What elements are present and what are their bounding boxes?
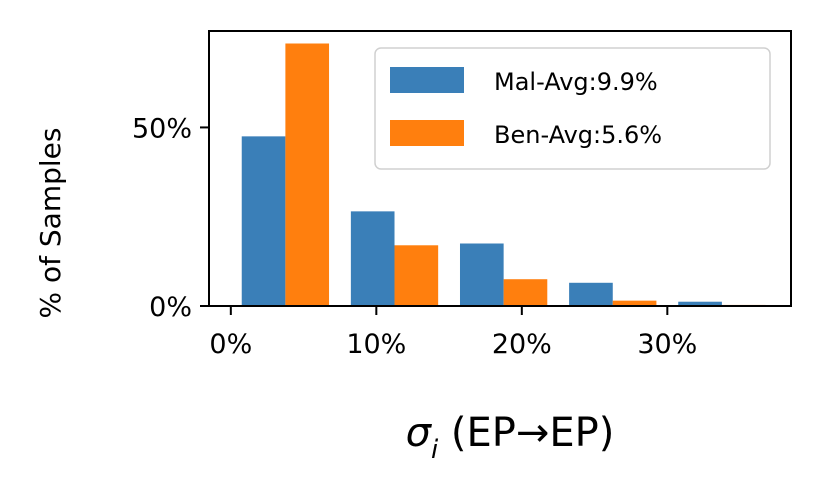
- y-axis-ticks: 0% 50%: [132, 113, 209, 323]
- bar-mal-3: [569, 282, 613, 306]
- y-axis-label: % of Samples: [34, 128, 67, 319]
- x-tick-label: 10%: [346, 329, 406, 360]
- bar-ben-1: [394, 245, 439, 306]
- x-tick-label: 30%: [637, 329, 697, 360]
- x-axis-label-rest: (EP→EP): [438, 410, 614, 456]
- bar-ben-2: [503, 279, 548, 306]
- legend-label-ben: Ben-Avg:5.6%: [494, 121, 662, 149]
- bar-mal-1: [350, 211, 395, 306]
- bar-ben-0: [285, 43, 330, 306]
- y-tick-label: 50%: [132, 113, 192, 144]
- x-axis-label-symbol: σ: [406, 410, 433, 456]
- legend-label-mal: Mal-Avg:9.9%: [494, 68, 658, 96]
- bar-mal-2: [459, 243, 504, 306]
- x-tick-label: 20%: [492, 329, 552, 360]
- x-axis-label: σi (EP→EP): [406, 410, 615, 465]
- bars-layer: [241, 43, 766, 306]
- legend: Mal-Avg:9.9% Ben-Avg:5.6%: [374, 47, 771, 170]
- x-axis-ticks: 0% 10% 20% 30%: [209, 306, 697, 360]
- x-tick-label: 0%: [209, 329, 252, 360]
- legend-swatch-ben: [390, 120, 464, 146]
- bar-mal-0: [241, 136, 286, 306]
- bar-ben-3: [612, 300, 657, 306]
- plot-frame: [208, 30, 792, 307]
- x-axis-label-subscript: i: [431, 435, 439, 465]
- legend-frame: [374, 47, 771, 170]
- legend-swatch-mal: [390, 67, 464, 93]
- bar-mal-4: [678, 301, 722, 306]
- y-tick-label: 0%: [149, 292, 192, 323]
